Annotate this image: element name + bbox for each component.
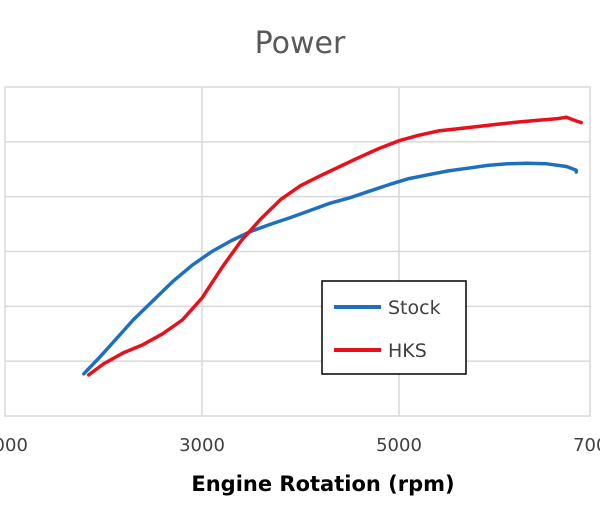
x-tick-labels: 1000 3000 5000 7000 bbox=[0, 435, 600, 456]
x-tick-label: 7000 bbox=[573, 435, 600, 456]
legend: Stock HKS bbox=[321, 280, 467, 375]
legend-label-hks: HKS bbox=[388, 340, 427, 362]
x-tick-label: 5000 bbox=[376, 435, 422, 456]
legend-label-stock: Stock bbox=[388, 297, 441, 319]
x-axis-label: Engine Rotation (rpm) bbox=[191, 472, 454, 496]
series-line-hks bbox=[86, 115, 583, 377]
plot-area-border bbox=[4, 86, 591, 417]
x-tick-label: 1000 bbox=[0, 435, 28, 456]
x-tick-label: 3000 bbox=[179, 435, 225, 456]
chart-title: Power bbox=[255, 26, 346, 61]
series-layer bbox=[82, 115, 583, 377]
legend-box bbox=[321, 280, 467, 375]
series-line-stock bbox=[82, 161, 579, 376]
